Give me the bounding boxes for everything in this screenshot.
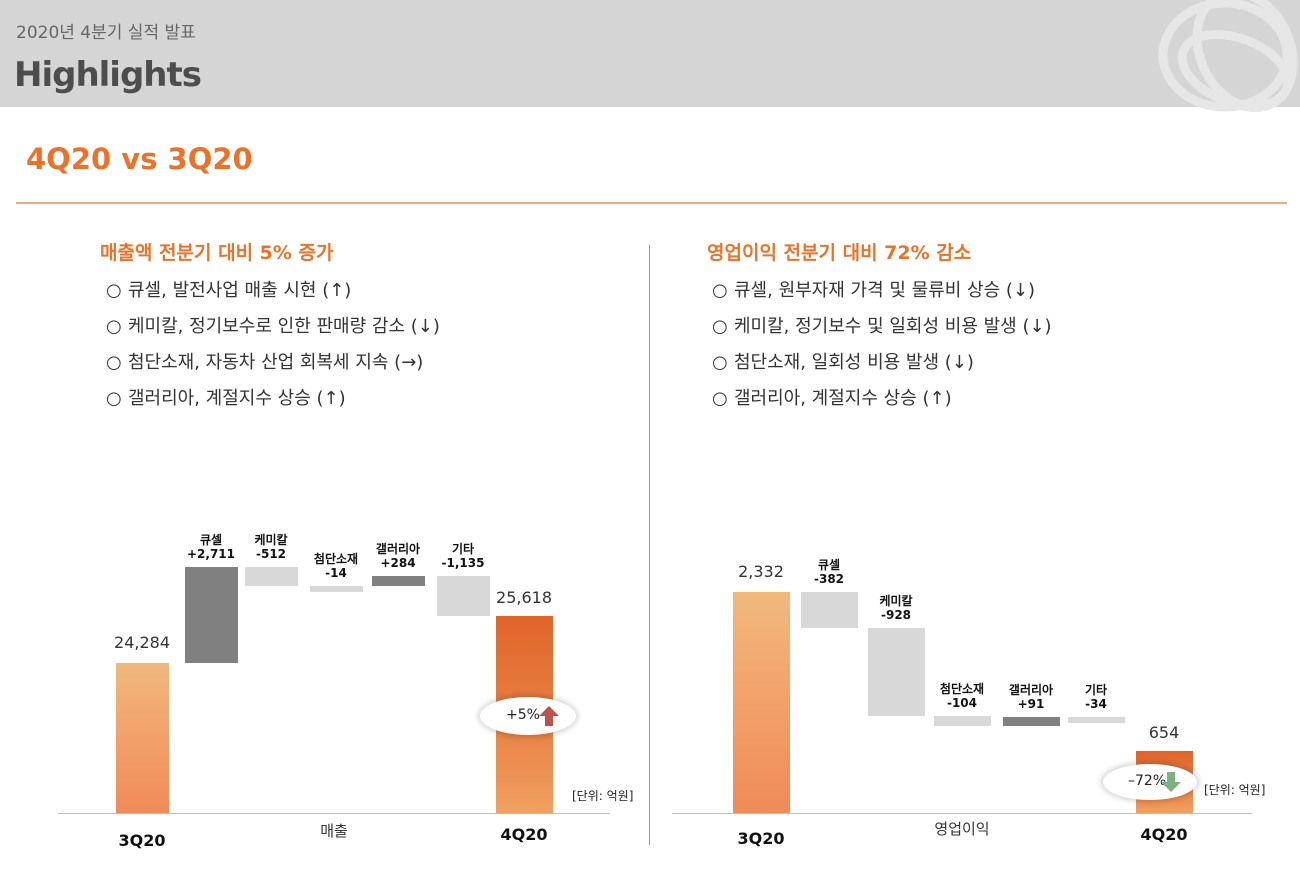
- x-tick-label: 4Q20: [1140, 825, 1188, 844]
- step-label: 첨단소재 -104: [940, 682, 984, 710]
- step-value: -104: [946, 696, 978, 711]
- bullet-mark: ○: [712, 352, 728, 373]
- step-name: 큐셀: [817, 558, 841, 572]
- section-title: 4Q20 vs 3Q20: [26, 142, 253, 176]
- step-label: 큐셀 -382: [814, 558, 844, 586]
- step-label: 갤러리아 +91: [1009, 683, 1053, 711]
- step-name: 첨단소재: [313, 551, 359, 566]
- revenue-heading: 매출액 전분기 대비 5% 증가: [100, 242, 334, 264]
- step-label: 갤러리아 +284: [376, 542, 420, 570]
- step-label: 기타 -1,135: [442, 542, 485, 570]
- arrow-down-icon: [1161, 772, 1181, 792]
- unit-label: [단위: 억원]: [572, 789, 634, 803]
- bar-step: [800, 592, 858, 629]
- chart-category-label: 매출: [320, 822, 348, 840]
- x-tick-label: 3Q20: [118, 831, 166, 850]
- revenue-bullet: ○ 큐셀, 발전사업 매출 시현 (↑): [106, 276, 351, 302]
- step-value: -34: [1085, 697, 1107, 712]
- x-axis-line: [58, 813, 610, 814]
- value-label-start: 2,332: [738, 562, 784, 581]
- bullet-mark: ○: [106, 352, 122, 373]
- step-label: 케미칼 -928: [879, 594, 912, 622]
- section-divider: [16, 202, 1287, 204]
- bar-step: [371, 576, 425, 586]
- revenue-bullet: ○ 첨단소재, 자동차 산업 회복세 지속 (→): [106, 348, 423, 374]
- step-name: 기타: [451, 542, 475, 556]
- bar-step: [436, 576, 490, 616]
- bullet-mark: ○: [106, 388, 122, 409]
- bullet-text: 케미칼, 정기보수 및 일회성 비용 발생 (↓): [734, 316, 1052, 337]
- step-label: 첨단소재 -14: [314, 552, 358, 580]
- bar-step: [184, 567, 238, 663]
- bullet-text: 첨단소재, 자동차 산업 회복세 지속 (→): [128, 352, 424, 373]
- bullet-mark: ○: [712, 388, 728, 409]
- value-label-start: 24,284: [114, 633, 170, 652]
- value-label-end: 25,618: [496, 588, 552, 607]
- step-value: -928: [880, 608, 912, 623]
- bar-step: [244, 567, 298, 586]
- step-label: 케미칼 -512: [254, 533, 287, 561]
- bullet-mark: ○: [712, 280, 728, 301]
- bullet-text: 갤러리아, 계절지수 상승 (↑): [734, 388, 952, 409]
- step-value: -512: [255, 547, 287, 562]
- step-value: +91: [1017, 697, 1045, 712]
- bar-start: [732, 592, 790, 813]
- value-label-end: 654: [1148, 723, 1180, 743]
- step-name: 첨단소재: [939, 682, 985, 697]
- bar-step: [309, 585, 363, 592]
- change-badge: [480, 697, 576, 735]
- revenue-bullet: ○ 케미칼, 정기보수로 인한 판매량 감소 (↓): [106, 312, 440, 338]
- bullet-mark: ○: [712, 316, 728, 337]
- step-name: 갤러리아: [375, 542, 421, 556]
- bullet-mark: ○: [106, 316, 122, 337]
- page-title: Highlights: [14, 55, 202, 95]
- report-subtitle: 2020년 4분기 실적 발표: [16, 23, 196, 43]
- bar-step: [933, 716, 991, 726]
- profit-bullet: ○ 첨단소재, 일회성 비용 발생 (↓): [712, 348, 974, 374]
- step-label: 큐셀 +2,711: [187, 533, 235, 561]
- x-tick-label: 4Q20: [500, 825, 548, 844]
- profit-bullet: ○ 큐셀, 원부자재 가격 및 물류비 상승 (↓): [712, 276, 1035, 302]
- step-name: 갤러리아: [1008, 683, 1054, 698]
- bullet-text: 큐셀, 발전사업 매출 시현 (↑): [128, 280, 352, 301]
- x-axis-line: [672, 813, 1252, 814]
- profit-heading: 영업이익 전분기 대비 72% 감소: [707, 242, 972, 264]
- step-name: 기타: [1084, 683, 1108, 698]
- bullet-text: 큐셀, 원부자재 가격 및 물류비 상승 (↓): [734, 280, 1036, 301]
- revenue-bullet: ○ 갤러리아, 계절지수 상승 (↑): [106, 384, 346, 410]
- chart-category-label: 영업이익: [934, 820, 990, 838]
- step-name: 케미칼: [879, 594, 913, 609]
- bullet-text: 케미칼, 정기보수로 인한 판매량 감소 (↓): [128, 316, 440, 337]
- profit-bullet: ○ 케미칼, 정기보수 및 일회성 비용 발생 (↓): [712, 312, 1052, 338]
- company-logo-icon: [1158, 0, 1298, 113]
- bar-step: [1067, 717, 1125, 724]
- profit-bullet: ○ 갤러리아, 계절지수 상승 (↑): [712, 384, 952, 410]
- bullet-mark: ○: [106, 280, 122, 301]
- change-badge: [1103, 764, 1197, 800]
- header-bar: 2020년 4분기 실적 발표 Highlights: [0, 0, 1300, 113]
- step-name: 케미칼: [254, 533, 288, 548]
- bullet-text: 첨단소재, 일회성 비용 발생 (↓): [734, 352, 974, 373]
- step-name: 큐셀: [199, 533, 223, 548]
- bar-step: [1002, 717, 1060, 726]
- change-text: –72%: [1128, 773, 1167, 789]
- bullet-text: 갤러리아, 계절지수 상승 (↑): [128, 388, 346, 409]
- bar-step: [867, 628, 925, 717]
- step-value: -14: [325, 565, 347, 580]
- step-label: 기타 -34: [1085, 683, 1107, 711]
- x-tick-label: 3Q20: [737, 829, 785, 848]
- step-value: +2,711: [186, 547, 236, 562]
- arrow-up-icon: [539, 706, 559, 726]
- panel-divider: [649, 245, 650, 845]
- step-value: +284: [380, 556, 416, 570]
- change-text: +5%: [506, 707, 540, 723]
- unit-label: [단위: 억원]: [1204, 783, 1266, 797]
- bar-start: [115, 663, 169, 813]
- step-value: -1,135: [441, 556, 485, 570]
- step-value: -382: [813, 572, 845, 586]
